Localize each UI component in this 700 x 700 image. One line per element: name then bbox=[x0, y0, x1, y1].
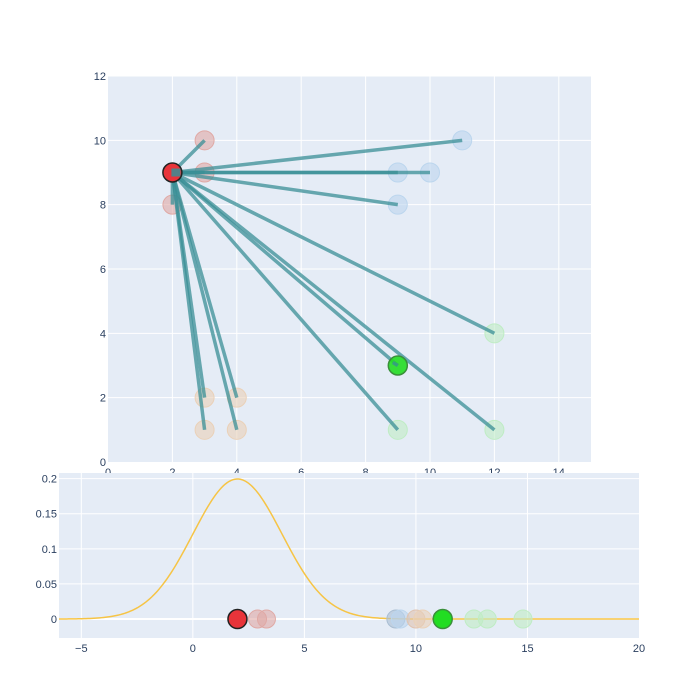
connector-line bbox=[171, 170, 496, 335]
y-tick-label: 12 bbox=[94, 71, 106, 83]
connector-line bbox=[171, 171, 496, 432]
faded-point bbox=[513, 609, 533, 629]
connector-line bbox=[170, 172, 207, 431]
origin-connector-hub bbox=[171, 168, 181, 177]
y-tick-label: 2 bbox=[100, 393, 106, 405]
x-tick-label: −5 bbox=[75, 643, 88, 655]
faded-point bbox=[413, 609, 433, 629]
y-tick-label: 0.2 bbox=[42, 474, 57, 486]
y-tick-label: 0.05 bbox=[36, 579, 57, 591]
y-tick-label: 0 bbox=[51, 614, 57, 626]
highlight-connector-end bbox=[391, 360, 399, 368]
x-tick-label: 20 bbox=[633, 643, 645, 655]
y-tick-label: 0.1 bbox=[42, 544, 57, 556]
y-tick-label: 10 bbox=[94, 135, 106, 147]
connector-line bbox=[172, 170, 399, 207]
x-tick-label: 10 bbox=[410, 643, 422, 655]
highlight-point bbox=[432, 608, 453, 630]
connector-line bbox=[170, 172, 239, 431]
density-curve bbox=[58, 478, 639, 620]
plot-background bbox=[59, 473, 639, 638]
x-tick-label: 5 bbox=[301, 643, 307, 655]
faded-point bbox=[477, 609, 497, 629]
faded-point bbox=[256, 609, 276, 629]
connector-line bbox=[171, 171, 400, 431]
bottom-density-chart: −5 0 5 10 15 20 0 0.05 0.1 0.15 0.2 bbox=[36, 473, 645, 655]
connector-line bbox=[172, 138, 463, 175]
y-tick-label: 8 bbox=[100, 200, 106, 212]
top-scatter-chart: 02468101214024681012 bbox=[94, 71, 591, 479]
x-tick-label: 0 bbox=[190, 643, 196, 655]
x-tick-label: 15 bbox=[521, 643, 533, 655]
y-tick-label: 6 bbox=[100, 264, 106, 276]
origin-point bbox=[227, 608, 248, 630]
y-tick-label: 4 bbox=[100, 328, 106, 340]
y-tick-label: 0.15 bbox=[36, 509, 57, 521]
y-tick-label: 0 bbox=[100, 457, 106, 469]
